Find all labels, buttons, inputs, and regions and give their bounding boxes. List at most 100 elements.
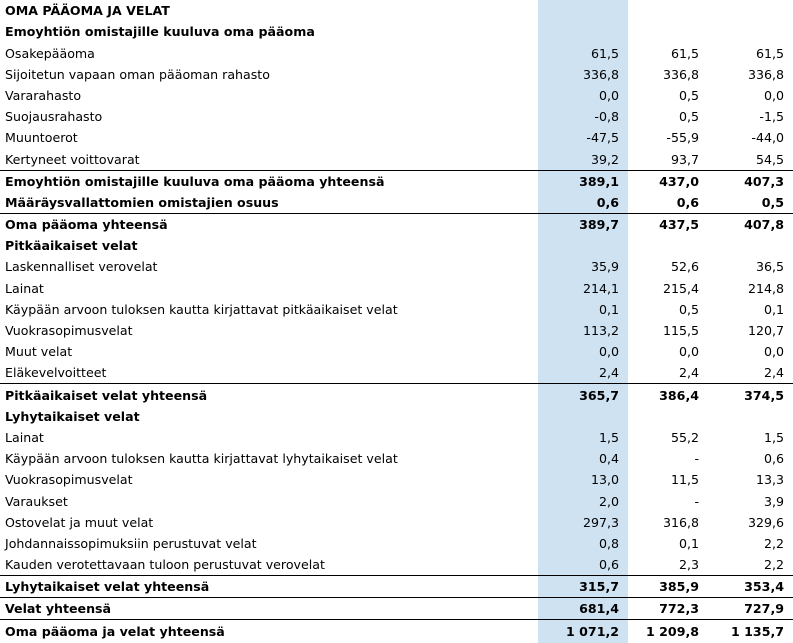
row-label: Käypään arvoon tuloksen kautta kirjattav…	[5, 301, 398, 317]
row-label: Kauden verotettavaan tuloon perustuvat v…	[5, 557, 325, 573]
value-col-3: 407,8	[708, 212, 793, 236]
value-col-1: 214,1	[582, 280, 619, 296]
row-label: Oma pääoma ja velat yhteensä	[0, 619, 538, 642]
value-col-1: 0,6	[596, 194, 619, 210]
value-col-3: 3,9	[763, 493, 784, 509]
value-col-2: 316,8	[662, 514, 699, 530]
table-row: Käypään arvoon tuloksen kautta kirjattav…	[0, 448, 793, 469]
row-label: Johdannaissopimuksiin perustuvat velat	[5, 535, 257, 551]
table-row: Emoyhtiön omistajille kuuluva oma pääoma…	[0, 169, 793, 192]
value-col-1: 13,0	[590, 472, 619, 488]
value-col-3: 120,7	[747, 323, 784, 338]
value-col-2: 52,6	[670, 259, 699, 275]
value-col-3: 61,5	[755, 45, 784, 61]
value-col-2: 385,9	[628, 575, 708, 598]
value-col-2: 0,5	[678, 301, 699, 317]
table-row: Emoyhtiön omistajille kuuluva oma pääoma	[0, 21, 793, 42]
row-label: Vuokrasopimusvelat	[5, 323, 133, 338]
table-row: Määräysvallattomien omistajien osuus 0,6 0…	[0, 192, 793, 214]
table-row: Ostovelat ja muut velat 297,3 316,8 329,6	[0, 512, 793, 533]
table-row: Oma pääoma yhteensä 389,7 437,5 407,8	[0, 212, 793, 236]
value-col-3: 353,4	[708, 575, 793, 598]
value-col-2: 11,5	[670, 472, 699, 488]
highlighted-column	[538, 0, 628, 643]
value-col-1: 389,1	[538, 169, 628, 192]
value-col-3: 214,8	[747, 280, 784, 296]
row-label: Emoyhtiön omistajille kuuluva oma pääoma	[5, 24, 315, 40]
value-col-3: 0,6	[763, 451, 784, 467]
table-row: Lyhytaikaiset velat	[0, 406, 793, 427]
row-label: Osakepääoma	[5, 45, 95, 61]
table-title: OMA PÄÄOMA JA VELAT	[5, 3, 170, 19]
table-row: Kauden verotettavaan tuloon perustuvat v…	[0, 554, 793, 576]
row-label: Pitkäaikaiset velat yhteensä	[0, 383, 538, 406]
value-col-3: -44,0	[751, 130, 784, 146]
value-col-3: 727,9	[708, 597, 793, 620]
value-col-1: 681,4	[538, 597, 628, 620]
row-label: Eläkevelvoitteet	[5, 365, 107, 381]
value-col-3: 0,0	[763, 344, 784, 360]
value-col-3: 407,3	[708, 169, 793, 192]
row-label: Kertyneet voittovarat	[5, 151, 140, 167]
value-col-2: -	[694, 493, 699, 509]
table-row: Käypään arvoon tuloksen kautta kirjattav…	[0, 299, 793, 320]
value-col-3: 1 135,7	[708, 619, 793, 642]
value-col-2: 437,5	[628, 212, 708, 236]
row-label: Lyhytaikaiset velat	[5, 408, 140, 424]
table-row: Sijoitetun vapaan oman pääoman rahasto 33…	[0, 64, 793, 85]
value-col-1: 0,0	[598, 87, 619, 103]
value-col-2	[628, 406, 708, 427]
value-col-3: -1,5	[759, 109, 784, 125]
row-label: Velat yhteensä	[0, 597, 538, 620]
value-col-1: 39,2	[590, 151, 619, 167]
value-col-1: 35,9	[590, 259, 619, 275]
value-col-2: 772,3	[628, 597, 708, 620]
value-col-2: 0,5	[678, 87, 699, 103]
table-row: Oma pääoma ja velat yhteensä 1 071,2 1 209…	[0, 619, 793, 642]
table-row: Vuokrasopimusvelat 113,2 115,5 120,7	[0, 320, 793, 341]
value-col-3: 2,4	[763, 365, 784, 381]
row-label: Oma pääoma yhteensä	[0, 212, 538, 236]
table-row: Eläkevelvoitteet 2,4 2,4 2,4	[0, 362, 793, 384]
value-col-2: 0,5	[678, 109, 699, 125]
value-col-1: 113,2	[582, 323, 619, 338]
value-col-1: 0,8	[598, 535, 619, 551]
row-label: Sijoitetun vapaan oman pääoman rahasto	[5, 66, 270, 82]
value-col-1: -47,5	[586, 130, 619, 146]
row-label: Laskennalliset verovelat	[5, 259, 158, 275]
value-col-1	[538, 21, 628, 42]
table-row: Suojausrahasto -0,8 0,5 -1,5	[0, 106, 793, 127]
value-col-3	[708, 235, 793, 256]
value-col-2: 1 209,8	[628, 619, 708, 642]
value-col-3: 329,6	[747, 514, 784, 530]
value-col-1: 0,6	[598, 557, 619, 573]
table-row: Varaukset 2,0 - 3,9	[0, 490, 793, 511]
value-col-2: 215,4	[662, 280, 699, 296]
value-col-3	[708, 406, 793, 427]
row-label: Suojausrahasto	[5, 109, 103, 125]
row-label: Varaukset	[5, 493, 68, 509]
row-label: Pitkäaikaiset velat	[5, 238, 138, 254]
value-col-1: 1 071,2	[538, 619, 628, 642]
value-col-2: 115,5	[662, 323, 699, 338]
value-col-1: 0,4	[598, 451, 619, 467]
row-label: Emoyhtiön omistajille kuuluva oma pääoma…	[0, 169, 538, 192]
value-col-2: 0,0	[678, 344, 699, 360]
value-col-2	[628, 235, 708, 256]
value-col-3: 36,5	[755, 259, 784, 275]
value-col-2: 61,5	[670, 45, 699, 61]
row-label: Käypään arvoon tuloksen kautta kirjattav…	[5, 451, 398, 467]
title-row: OMA PÄÄOMA JA VELAT	[0, 0, 793, 21]
value-col-2: 0,6	[676, 194, 699, 210]
value-col-3: 54,5	[755, 151, 784, 167]
value-col-2: -55,9	[666, 130, 699, 146]
value-col-3: 0,0	[763, 87, 784, 103]
row-label: Vuokrasopimusvelat	[5, 472, 133, 488]
row-label: Lyhytaikaiset velat yhteensä	[0, 575, 538, 598]
table-row: Laskennalliset verovelat 35,9 52,6 36,5	[0, 256, 793, 277]
value-col-1	[538, 406, 628, 427]
value-col-1: 365,7	[538, 383, 628, 406]
value-col-1	[538, 235, 628, 256]
value-col-1: -0,8	[594, 109, 619, 125]
